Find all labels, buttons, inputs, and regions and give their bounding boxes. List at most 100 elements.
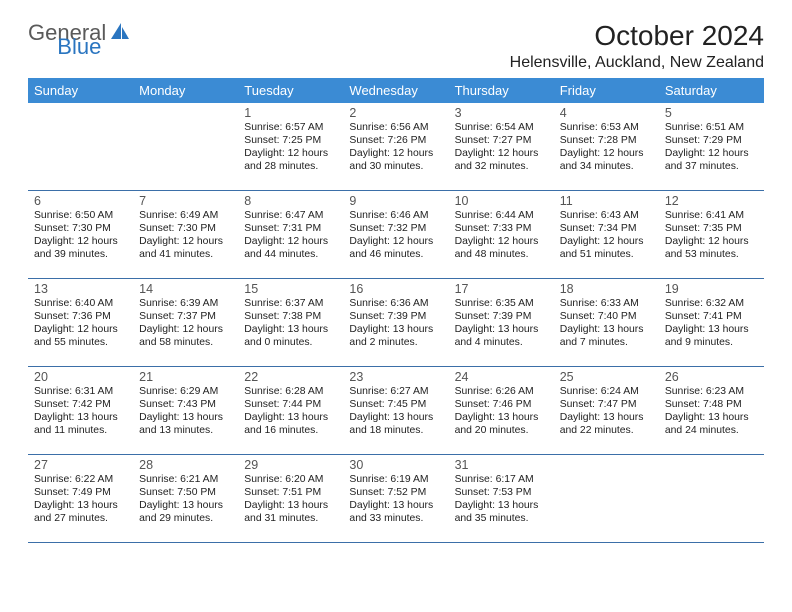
day-number: 22 <box>244 370 337 384</box>
day-number: 20 <box>34 370 127 384</box>
day-number: 21 <box>139 370 232 384</box>
day-details: Sunrise: 6:23 AMSunset: 7:48 PMDaylight:… <box>665 385 758 437</box>
day-details: Sunrise: 6:27 AMSunset: 7:45 PMDaylight:… <box>349 385 442 437</box>
weekday-header: Saturday <box>659 78 764 103</box>
calendar-day-cell: 24Sunrise: 6:26 AMSunset: 7:46 PMDayligh… <box>449 367 554 455</box>
day-details: Sunrise: 6:41 AMSunset: 7:35 PMDaylight:… <box>665 209 758 261</box>
day-details: Sunrise: 6:44 AMSunset: 7:33 PMDaylight:… <box>455 209 548 261</box>
detail-line: Sunset: 7:38 PM <box>244 310 337 323</box>
detail-line: Sunrise: 6:33 AM <box>560 297 653 310</box>
calendar-day-cell: 16Sunrise: 6:36 AMSunset: 7:39 PMDayligh… <box>343 279 448 367</box>
day-number: 3 <box>455 106 548 120</box>
detail-line: and 55 minutes. <box>34 336 127 349</box>
calendar-day-cell: 26Sunrise: 6:23 AMSunset: 7:48 PMDayligh… <box>659 367 764 455</box>
detail-line: Sunset: 7:50 PM <box>139 486 232 499</box>
detail-line: and 18 minutes. <box>349 424 442 437</box>
detail-line: and 51 minutes. <box>560 248 653 261</box>
calendar-week-row: 13Sunrise: 6:40 AMSunset: 7:36 PMDayligh… <box>28 279 764 367</box>
day-details: Sunrise: 6:29 AMSunset: 7:43 PMDaylight:… <box>139 385 232 437</box>
detail-line: and 33 minutes. <box>349 512 442 525</box>
detail-line: and 24 minutes. <box>665 424 758 437</box>
calendar-day-cell: 18Sunrise: 6:33 AMSunset: 7:40 PMDayligh… <box>554 279 659 367</box>
detail-line: Sunset: 7:48 PM <box>665 398 758 411</box>
day-number: 24 <box>455 370 548 384</box>
day-number: 13 <box>34 282 127 296</box>
weekday-header: Wednesday <box>343 78 448 103</box>
detail-line: Daylight: 12 hours <box>455 147 548 160</box>
detail-line: and 58 minutes. <box>139 336 232 349</box>
detail-line: Daylight: 13 hours <box>349 411 442 424</box>
calendar-day-cell: 17Sunrise: 6:35 AMSunset: 7:39 PMDayligh… <box>449 279 554 367</box>
weekday-header: Sunday <box>28 78 133 103</box>
calendar-day-cell: 4Sunrise: 6:53 AMSunset: 7:28 PMDaylight… <box>554 103 659 191</box>
day-details: Sunrise: 6:32 AMSunset: 7:41 PMDaylight:… <box>665 297 758 349</box>
calendar-week-row: 20Sunrise: 6:31 AMSunset: 7:42 PM Dayligh… <box>28 367 764 455</box>
detail-line: Daylight: 13 hours <box>560 411 653 424</box>
detail-line: Sunrise: 6:51 AM <box>665 121 758 134</box>
calendar-day-cell: 20Sunrise: 6:31 AMSunset: 7:42 PMDayligh… <box>28 367 133 455</box>
detail-line: and 46 minutes. <box>349 248 442 261</box>
detail-line: Daylight: 12 hours <box>560 147 653 160</box>
detail-line: Daylight: 13 hours <box>244 411 337 424</box>
day-details: Sunrise: 6:21 AMSunset: 7:50 PMDaylight:… <box>139 473 232 525</box>
detail-line: Daylight: 13 hours <box>244 499 337 512</box>
day-number: 7 <box>139 194 232 208</box>
detail-line: and 35 minutes. <box>455 512 548 525</box>
detail-line: Sunrise: 6:21 AM <box>139 473 232 486</box>
detail-line: Sunrise: 6:27 AM <box>349 385 442 398</box>
detail-line: Sunset: 7:41 PM <box>665 310 758 323</box>
detail-line: and 13 minutes. <box>139 424 232 437</box>
detail-line: Daylight: 13 hours <box>455 499 548 512</box>
detail-line: Sunset: 7:52 PM <box>349 486 442 499</box>
day-details: Sunrise: 6:43 AMSunset: 7:34 PMDaylight:… <box>560 209 653 261</box>
calendar-day-cell <box>659 455 764 543</box>
detail-line: Sunset: 7:42 PM <box>34 398 127 411</box>
detail-line: and 16 minutes. <box>244 424 337 437</box>
detail-line: and 34 minutes. <box>560 160 653 173</box>
calendar-day-cell: 7Sunrise: 6:49 AMSunset: 7:30 PMDaylight… <box>133 191 238 279</box>
detail-line: Sunrise: 6:31 AM <box>34 385 127 398</box>
day-number: 26 <box>665 370 758 384</box>
weekday-header-row: SundayMondayTuesdayWednesdayThursdayFrid… <box>28 78 764 103</box>
detail-line: Sunset: 7:25 PM <box>244 134 337 147</box>
detail-line: Daylight: 13 hours <box>139 499 232 512</box>
day-details: Sunrise: 6:36 AMSunset: 7:39 PMDaylight:… <box>349 297 442 349</box>
detail-line: Sunset: 7:40 PM <box>560 310 653 323</box>
detail-line: Sunset: 7:30 PM <box>34 222 127 235</box>
detail-line: Sunrise: 6:43 AM <box>560 209 653 222</box>
detail-line: Sunrise: 6:28 AM <box>244 385 337 398</box>
detail-line: Sunrise: 6:47 AM <box>244 209 337 222</box>
detail-line: and 31 minutes. <box>244 512 337 525</box>
detail-line: Daylight: 12 hours <box>139 235 232 248</box>
detail-line: Sunrise: 6:32 AM <box>665 297 758 310</box>
weekday-header: Friday <box>554 78 659 103</box>
day-details: Sunrise: 6:49 AMSunset: 7:30 PMDaylight:… <box>139 209 232 261</box>
detail-line: Sunset: 7:46 PM <box>455 398 548 411</box>
weekday-header: Thursday <box>449 78 554 103</box>
day-number: 19 <box>665 282 758 296</box>
detail-line: and 2 minutes. <box>349 336 442 349</box>
detail-line: and 41 minutes. <box>139 248 232 261</box>
day-details: Sunrise: 6:19 AMSunset: 7:52 PMDaylight:… <box>349 473 442 525</box>
detail-line: and 9 minutes. <box>665 336 758 349</box>
calendar-day-cell <box>133 103 238 191</box>
detail-line: and 39 minutes. <box>34 248 127 261</box>
calendar-day-cell <box>28 103 133 191</box>
day-details: Sunrise: 6:26 AMSunset: 7:46 PMDaylight:… <box>455 385 548 437</box>
location: Helensville, Auckland, New Zealand <box>510 54 764 72</box>
detail-line: Sunrise: 6:22 AM <box>34 473 127 486</box>
day-details: Sunrise: 6:22 AMSunset: 7:49 PMDaylight:… <box>34 473 127 525</box>
detail-line: Daylight: 13 hours <box>455 411 548 424</box>
detail-line: Sunset: 7:44 PM <box>244 398 337 411</box>
day-details: Sunrise: 6:20 AMSunset: 7:51 PMDaylight:… <box>244 473 337 525</box>
detail-line: Daylight: 13 hours <box>139 411 232 424</box>
detail-line: and 11 minutes. <box>34 424 127 437</box>
day-details: Sunrise: 6:17 AMSunset: 7:53 PMDaylight:… <box>455 473 548 525</box>
calendar-day-cell: 9Sunrise: 6:46 AMSunset: 7:32 PMDaylight… <box>343 191 448 279</box>
calendar-day-cell: 8Sunrise: 6:47 AMSunset: 7:31 PMDaylight… <box>238 191 343 279</box>
detail-line: Sunset: 7:35 PM <box>665 222 758 235</box>
detail-line: Daylight: 12 hours <box>244 147 337 160</box>
calendar-day-cell: 1Sunrise: 6:57 AMSunset: 7:25 PMDaylight… <box>238 103 343 191</box>
day-number: 27 <box>34 458 127 472</box>
detail-line: and 27 minutes. <box>34 512 127 525</box>
